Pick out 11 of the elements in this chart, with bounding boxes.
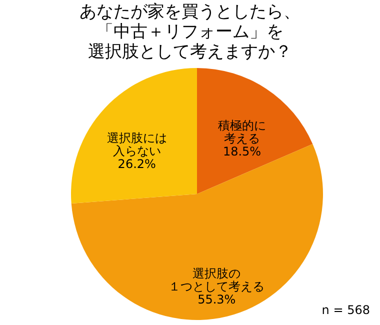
data-label: 18.5% xyxy=(222,144,262,158)
slice-label: 積極的に考える xyxy=(218,118,266,146)
pie-slice xyxy=(71,68,197,204)
text: n = 568 xyxy=(322,303,370,317)
chart-title: あなたが家を買うとしたら、「中古＋リフォーム」を選択肢として考えますか？ xyxy=(80,2,300,62)
pie-slice xyxy=(71,144,323,320)
data-label: 55.3% xyxy=(198,292,236,307)
data-label: 26.2% xyxy=(118,157,156,172)
pie-slice xyxy=(197,68,313,194)
slice-label: 選択肢には入らない xyxy=(106,131,167,158)
slice-label: 選択肢の１つとして考える xyxy=(168,266,265,294)
